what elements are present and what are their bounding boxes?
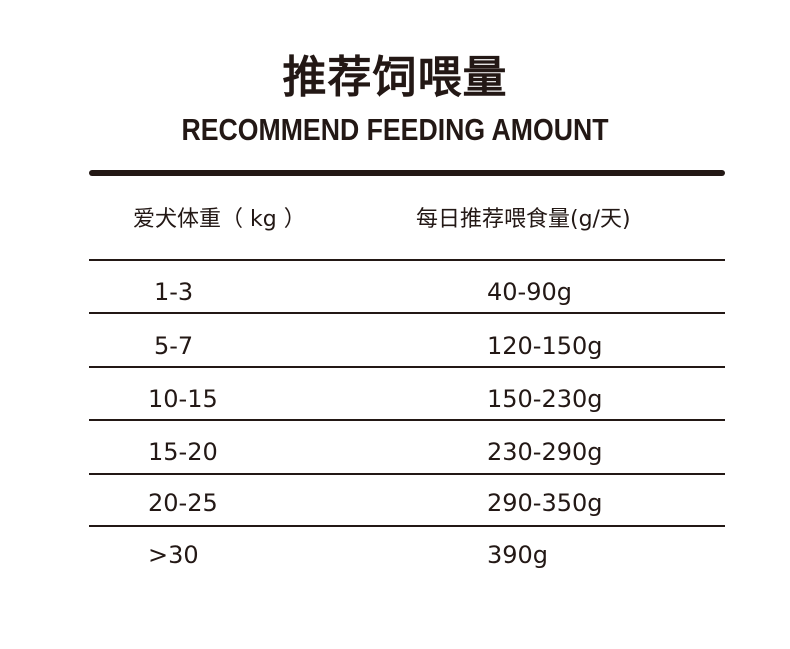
row-divider <box>89 312 725 314</box>
page-title: 推荐饲喂量 <box>282 52 508 103</box>
header-weight: 爱犬体重（ kg ） <box>133 207 306 232</box>
weight-cell: 15-20 <box>148 438 218 466</box>
weight-cell: 20-25 <box>148 489 218 517</box>
row-divider <box>89 419 725 421</box>
header-daily-amount: 每日推荐喂食量(g/天) <box>416 207 631 232</box>
page-subtitle: RECOMMEND FEEDING AMOUNT <box>181 112 609 147</box>
amount-cell: 150-230g <box>487 385 603 413</box>
weight-cell: 1-3 <box>154 278 194 306</box>
row-divider <box>89 259 725 261</box>
amount-cell: 230-290g <box>487 438 603 466</box>
weight-cell: >30 <box>148 541 199 569</box>
weight-cell: 5-7 <box>154 332 194 360</box>
amount-cell: 40-90g <box>487 278 572 306</box>
row-divider <box>89 473 725 475</box>
header-divider <box>89 170 725 176</box>
row-divider <box>89 366 725 368</box>
amount-cell: 290-350g <box>487 489 603 517</box>
weight-cell: 10-15 <box>148 385 218 413</box>
row-divider <box>89 525 725 527</box>
amount-cell: 390g <box>487 541 549 569</box>
amount-cell: 120-150g <box>487 332 603 360</box>
